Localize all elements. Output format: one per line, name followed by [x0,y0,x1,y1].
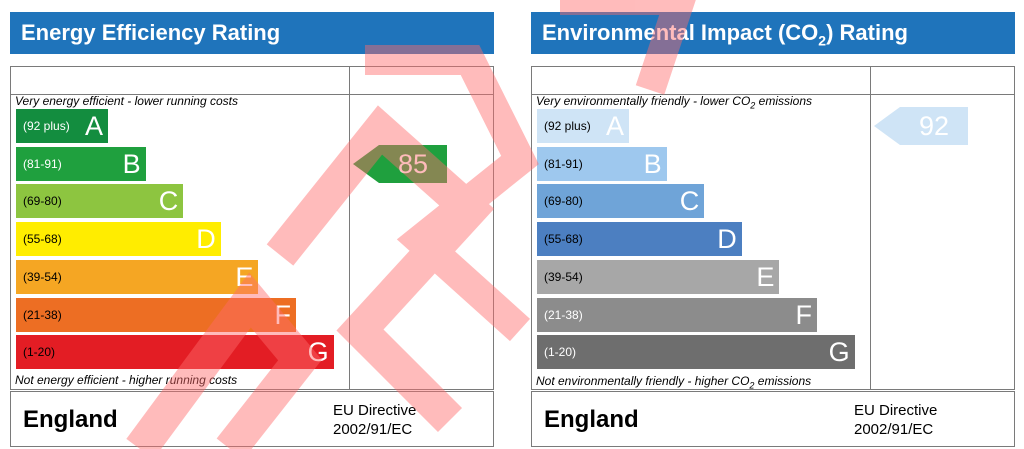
column-divider [870,67,871,389]
column-divider [349,67,350,389]
directive-line-1: EU Directive [333,402,417,419]
band-letter: F [274,299,292,330]
header-row-divider [11,94,493,95]
band-range-label: (55-68) [544,232,583,247]
band-range-label: (39-54) [544,269,583,284]
bottom-caption: Not environmentally friendly - higher CO… [536,374,811,390]
band-range-label: (55-68) [23,232,62,247]
header-row-divider [532,94,1014,95]
band-range-label: (21-38) [23,307,62,322]
band-letter: C [679,186,700,217]
band-letter: E [235,261,254,292]
band-e: (39-54) E [16,259,259,294]
band-range-label: (39-54) [23,269,62,284]
bottom-caption-suffix: emissions [754,374,812,388]
title-prefix: Environmental Impact (CO [542,20,819,45]
environmental-impact-title: Environmental Impact (CO2) Rating [531,12,1015,54]
bottom-caption: Not energy efficient - higher running co… [15,373,238,387]
band-g: (1-20) G [537,335,855,370]
band-a: (92 plus) A [537,109,629,143]
band-letter: A [605,111,624,141]
band-range-label: (81-91) [544,156,583,171]
band-range-label: (21-38) [544,307,583,322]
band-d: (55-68) D [16,222,221,257]
environmental-impact-panel: Environmental Impact (CO2) Rating Very e… [531,0,1017,449]
energy-efficiency-title: Energy Efficiency Rating [10,12,494,54]
country-label: England [544,406,639,433]
top-caption: Very environmentally friendly - lower CO… [536,94,812,110]
band-d: (55-68) D [537,222,742,257]
environmental-footer: England EU Directive 2002/91/EC [531,391,1015,447]
band-range-label: (1-20) [23,345,56,360]
band-letter: D [717,224,737,255]
top-caption-suffix: emissions [755,94,812,108]
band-letter: G [828,337,850,368]
band-a: (92 plus) A [16,109,108,143]
directive-label: EU Directive 2002/91/EC [333,401,416,439]
top-caption-subscript: 2 [750,100,756,111]
band-range-label: (1-20) [544,345,577,360]
band-b: (81-91) B [537,146,667,181]
current-rating-arrow: 85 [353,144,447,183]
band-g: (1-20) G [16,335,334,370]
directive-line-2: 2002/91/EC [854,421,934,438]
directive-line-1: EU Directive [854,402,938,419]
band-letter: E [756,261,775,292]
band-letter: F [795,299,813,330]
band-letter: C [158,186,179,217]
band-c: (69-80) C [16,184,184,219]
top-caption: Very energy efficient - lower running co… [15,94,238,108]
band-letter: D [196,224,216,255]
bottom-caption-prefix: Not environmentally friendly - higher CO [536,374,750,388]
energy-efficiency-chart: Very energy efficient - lower running co… [10,66,494,390]
directive-label: EU Directive 2002/91/EC [854,401,937,439]
bottom-caption-subscript: 2 [749,380,755,391]
arrow-shape [353,144,447,183]
band-b: (81-91) B [16,146,146,181]
band-letter: B [122,148,141,179]
band-range-label: (81-91) [23,156,62,171]
arrow-shape [874,107,968,145]
band-range-label: (92 plus) [23,119,70,133]
title-subscript: 2 [818,32,827,49]
band-letter: G [307,337,329,368]
band-c: (69-80) C [537,184,705,219]
current-rating-value: 85 [397,148,429,179]
current-rating-arrow: 92 [874,107,968,145]
band-range-label: (69-80) [23,194,62,209]
title-suffix: ) Rating [826,20,908,45]
current-rating-value: 92 [918,111,950,141]
top-caption-prefix: Very environmentally friendly - lower CO [536,94,751,108]
environmental-impact-chart: Very environmentally friendly - lower CO… [531,66,1015,390]
band-letter: A [84,111,103,141]
band-f: (21-38) F [537,297,817,332]
band-range-label: (69-80) [544,194,583,209]
energy-efficiency-panel: Energy Efficiency Rating Very energy eff… [10,0,496,449]
energy-footer: England EU Directive 2002/91/EC [10,391,494,447]
band-e: (39-54) E [537,259,780,294]
country-label: England [23,406,118,433]
directive-line-2: 2002/91/EC [333,421,413,438]
band-letter: B [643,148,662,179]
band-range-label: (92 plus) [544,119,591,133]
band-f: (21-38) F [16,297,296,332]
